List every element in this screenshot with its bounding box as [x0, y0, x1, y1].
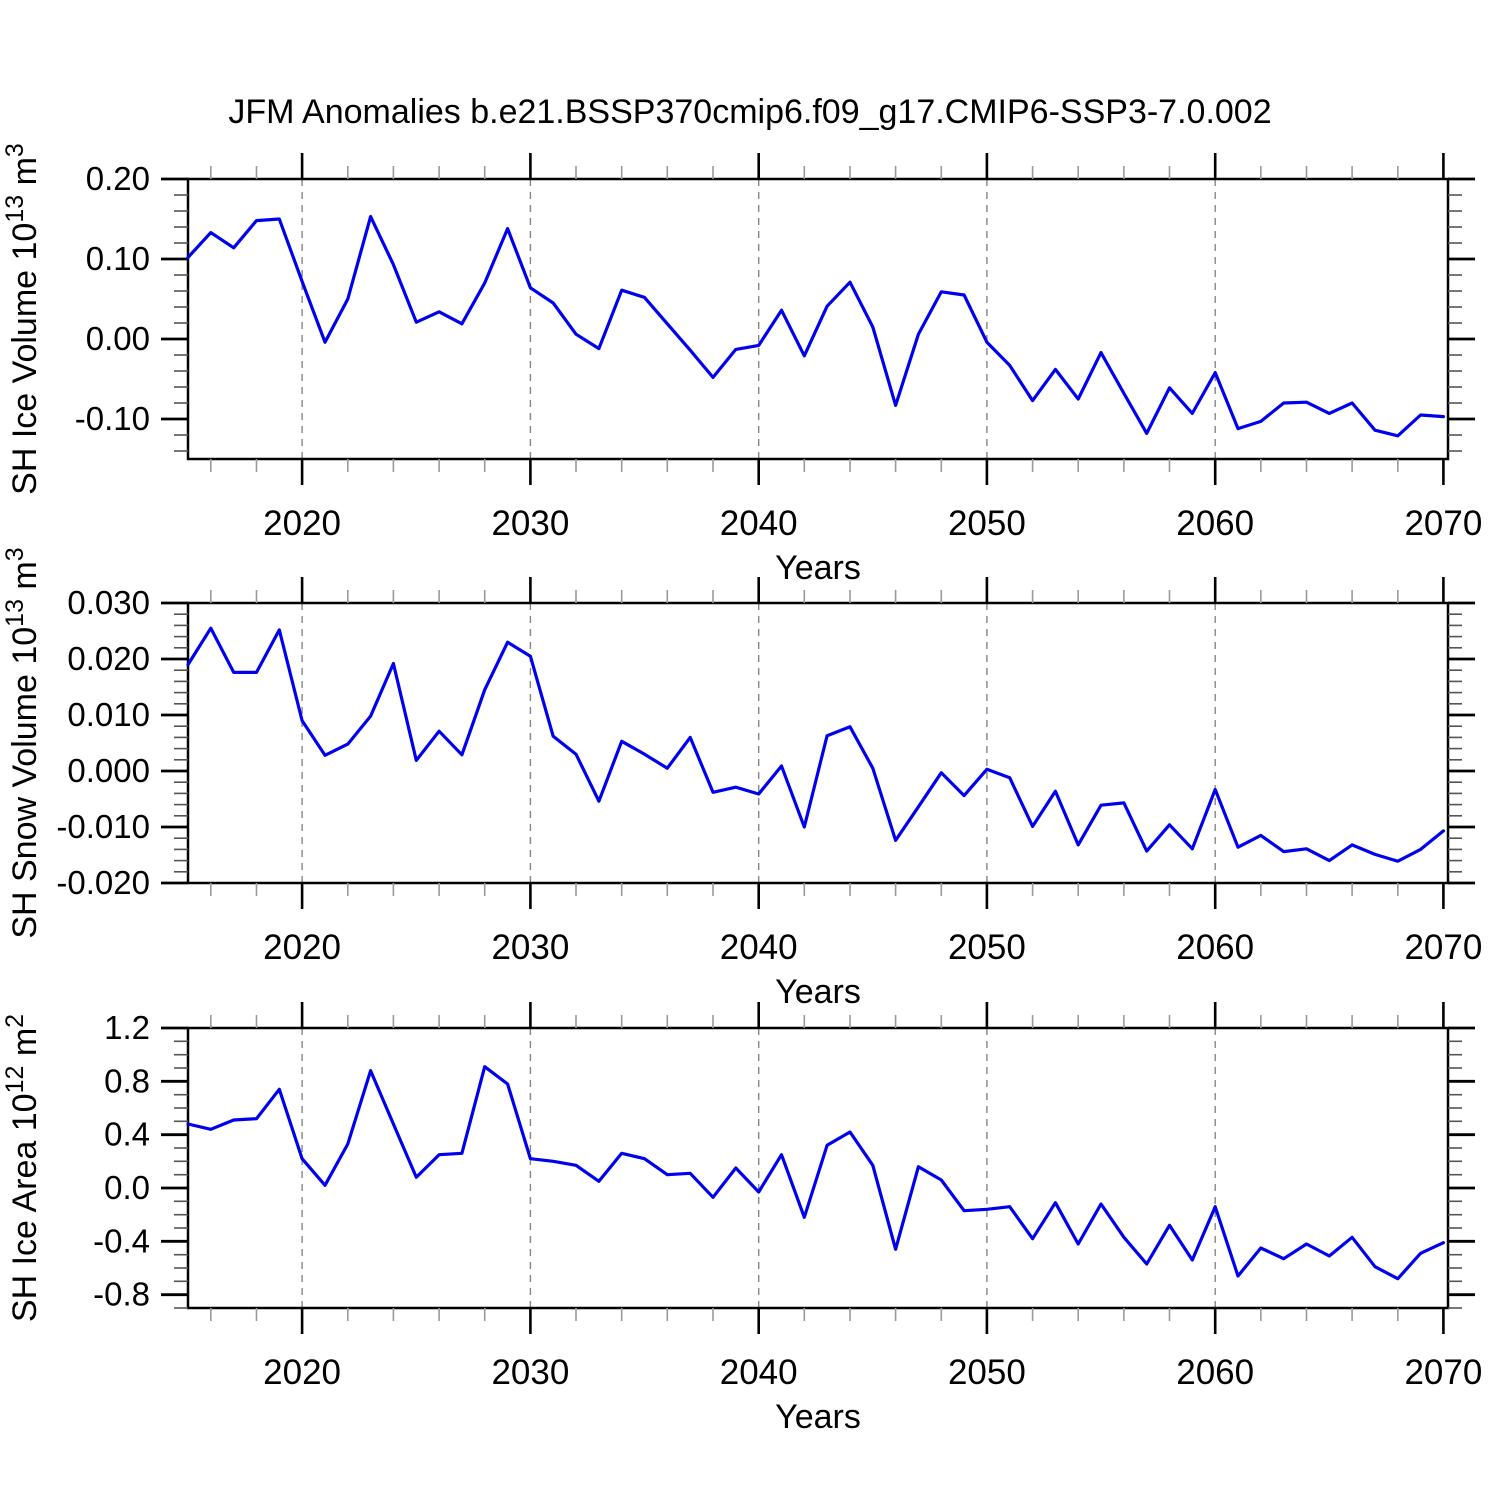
series-line-ice-area: [186, 1065, 1446, 1281]
y-tick-label: -0.010: [56, 808, 150, 845]
y-tick-label: -0.4: [93, 1222, 150, 1259]
x-tick-label: 2020: [263, 1353, 341, 1392]
plot-frame: [186, 601, 1450, 885]
y-tick-label: 0.10: [86, 240, 150, 277]
y-tick-label: 0.000: [67, 752, 150, 789]
x-axis-title: Years: [775, 549, 861, 587]
x-tick-label: 2070: [1404, 1353, 1482, 1392]
y-tick-label: -0.020: [56, 864, 150, 901]
y-tick-label: 0.00: [86, 320, 150, 357]
y-tick-label: 0.20: [86, 160, 150, 197]
y-tick-label: 0.010: [67, 696, 150, 733]
y-tick-label: 0.020: [67, 640, 150, 677]
x-tick-label: 2030: [491, 1353, 569, 1392]
y-tick-label: -0.10: [75, 400, 150, 437]
panel-ice-volume: 0.20 0.10 0.00 -0.10 2020 2030 2040 2050 2060 207…: [1, 143, 1482, 587]
x-tick-label: 2050: [948, 1353, 1026, 1392]
x-tick-label: 2020: [263, 928, 341, 967]
y-tick-label: 0.4: [104, 1116, 150, 1153]
x-tick-label: 2030: [491, 928, 569, 967]
panel-snow-volume: 0.030 0.020 0.010 0.000 -0.010 -0.020 2020 2030…: [1, 547, 1482, 1011]
y-tick-label: 0.030: [67, 584, 150, 621]
y-axis-title: SH Ice Area 1012 m2: [1, 1014, 44, 1322]
y-tick-label: 0.0: [104, 1169, 150, 1206]
x-tick-label: 2040: [720, 928, 798, 967]
plot-frame: [186, 1026, 1450, 1310]
x-tick-label: 2070: [1404, 928, 1482, 967]
x-axis-title: Years: [775, 1398, 861, 1436]
y-tick-label: 1.2: [104, 1009, 150, 1046]
y-tick-label: -0.8: [93, 1276, 150, 1313]
x-tick-label: 2030: [491, 504, 569, 543]
x-tick-label: 2060: [1176, 1353, 1254, 1392]
x-tick-label: 2020: [263, 504, 341, 543]
plot-frame: [186, 177, 1450, 461]
x-tick-label: 2040: [720, 504, 798, 543]
y-axis-title: SH Ice Volume 1013 m3: [1, 143, 44, 495]
x-axis-title: Years: [775, 973, 861, 1011]
x-tick-label: 2060: [1176, 504, 1254, 543]
x-tick-label: 2070: [1404, 504, 1482, 543]
y-tick-label: 0.8: [104, 1062, 150, 1099]
x-tick-label: 2040: [720, 1353, 798, 1392]
series-line-ice-volume: [186, 215, 1446, 438]
x-tick-label: 2050: [948, 928, 1026, 967]
chart-title: JFM Anomalies b.e21.BSSP370cmip6.f09_g17…: [228, 93, 1272, 131]
x-tick-label: 2060: [1176, 928, 1254, 967]
series-line-snow-volume: [186, 626, 1446, 863]
x-tick-label: 2050: [948, 504, 1026, 543]
panel-ice-area: 1.2 0.8 0.4 0.0 -0.4 -0.8 2020 2030 2040 2050 2060…: [1, 1002, 1482, 1436]
y-axis-title: SH Snow Volume 1013 m3: [1, 547, 44, 938]
